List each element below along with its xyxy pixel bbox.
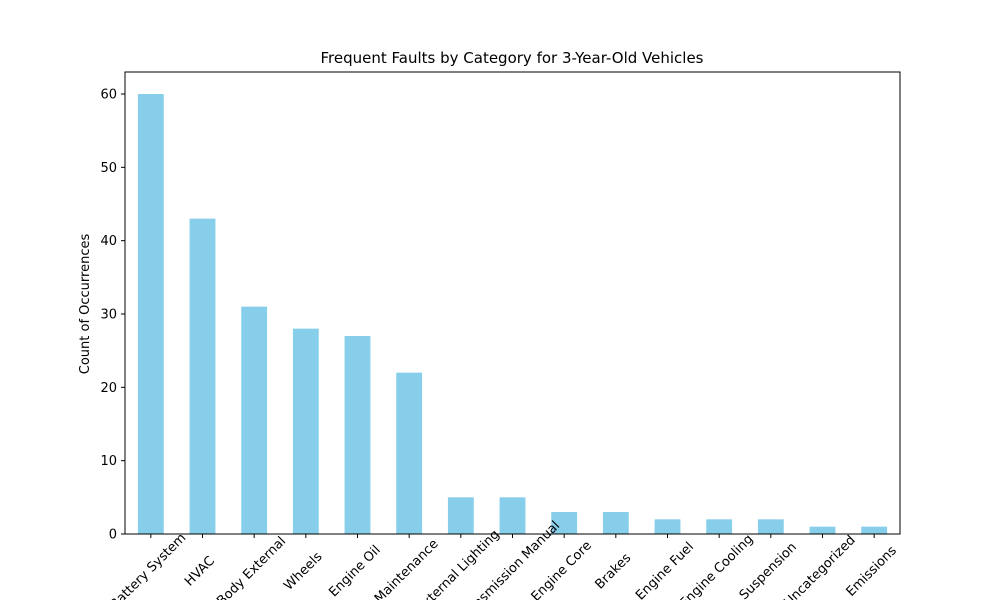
- y-tick-label: 10: [100, 454, 117, 469]
- chart-title: Frequent Faults by Category for 3-Year-O…: [321, 49, 704, 67]
- bars-group: [137, 94, 888, 534]
- bar-7: [499, 497, 526, 534]
- y-axis-label: Count of Occurrences: [78, 234, 93, 375]
- x-tick-label: Emissions: [844, 543, 900, 599]
- bar-13: [809, 526, 836, 534]
- y-tick-label: 60: [100, 88, 117, 103]
- bar-2: [241, 306, 268, 534]
- bar-14: [861, 526, 888, 534]
- bar-5: [396, 372, 423, 534]
- bar-12: [757, 519, 784, 534]
- y-ticks-group: 0 10 20 30 40 50 60: [100, 88, 125, 543]
- y-tick-label: 40: [100, 234, 117, 249]
- bar-9: [602, 512, 629, 534]
- x-tick-label: Battery System: [107, 531, 189, 600]
- bar-6: [447, 497, 474, 534]
- x-tick-label: HVAC: [182, 554, 218, 590]
- bar-8: [551, 512, 578, 534]
- bar-0: [137, 94, 164, 534]
- x-tick-label: Wheels: [281, 549, 325, 593]
- bar-11: [706, 519, 733, 534]
- bar-4: [344, 336, 371, 534]
- bar-10: [654, 519, 681, 534]
- bar-3: [292, 328, 319, 534]
- y-tick-label: 50: [100, 161, 117, 176]
- y-tick-label: 0: [109, 528, 117, 543]
- y-tick-label: 30: [100, 308, 117, 323]
- x-tick-label: Body External: [214, 534, 289, 600]
- plot-frame: [124, 71, 901, 535]
- y-tick-label: 20: [100, 381, 117, 396]
- x-tick-label: Brakes: [592, 550, 634, 592]
- bar-1: [189, 218, 216, 534]
